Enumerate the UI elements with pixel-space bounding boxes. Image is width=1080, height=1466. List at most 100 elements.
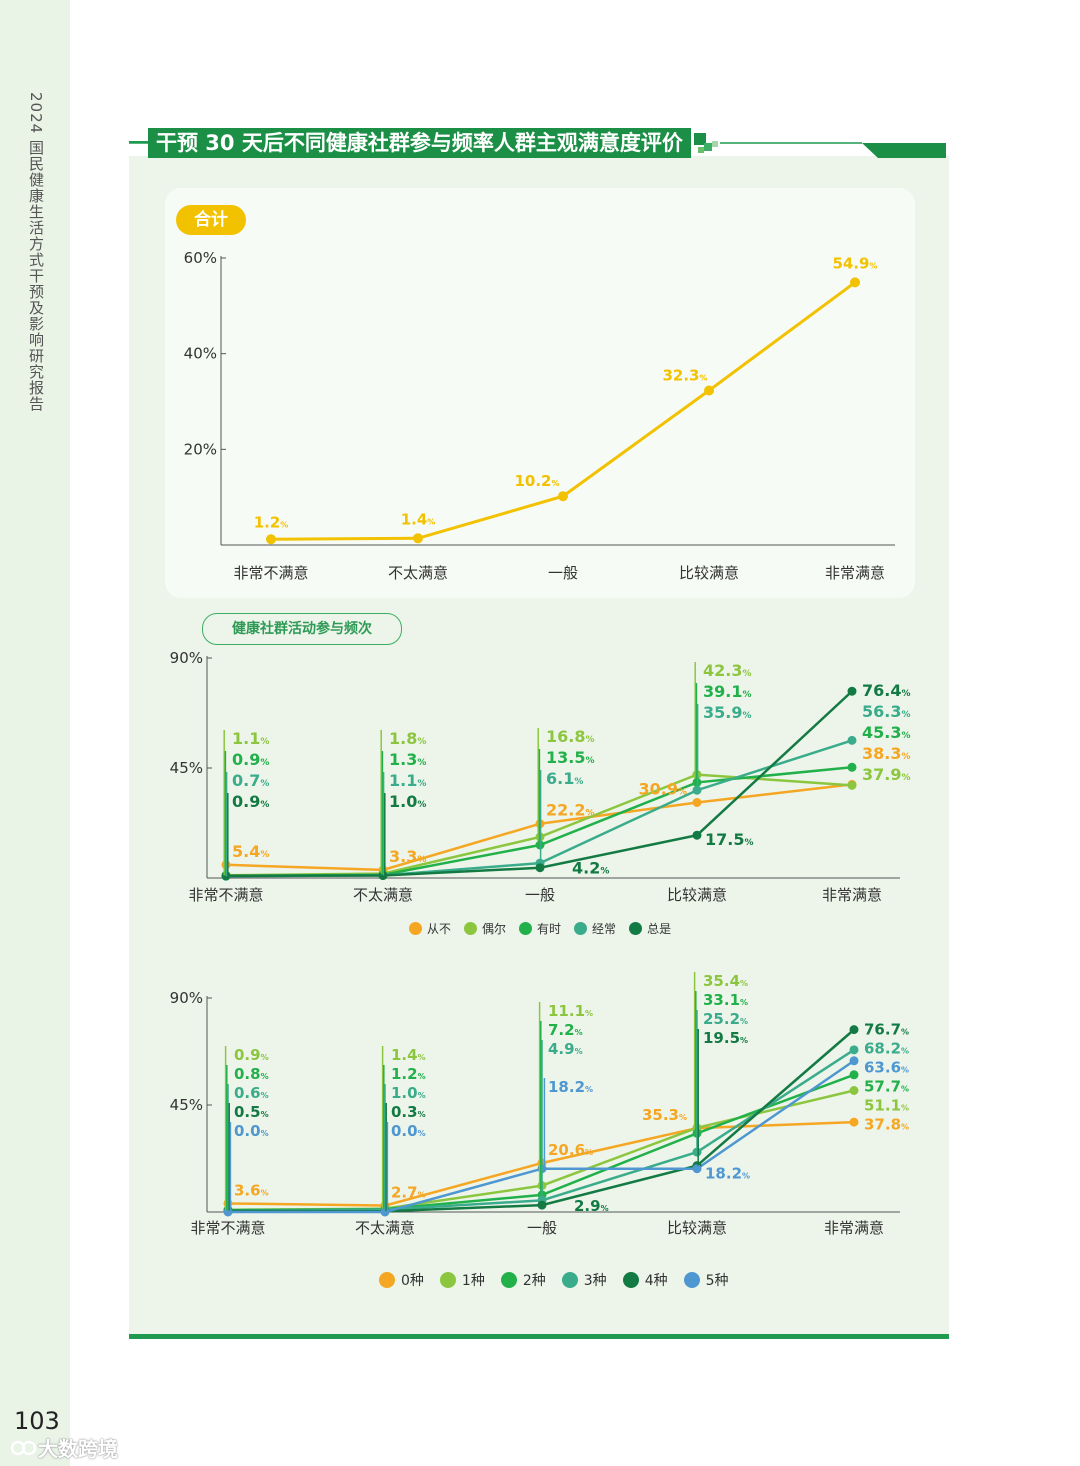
- chart-frequency-data-point: [847, 762, 857, 772]
- chart-types-y-tick-label: 45%: [170, 1096, 203, 1114]
- chart-types-data-label: 1.4%: [391, 1046, 426, 1064]
- total-chart-card: [165, 188, 915, 598]
- chart-frequency-x-tick-label: 比较满意: [667, 886, 727, 904]
- chart-frequency-y-tick-label: 45%: [170, 759, 203, 777]
- chart-types-data-label: 2.7%: [391, 1184, 426, 1202]
- legend-label: 2种: [522, 1273, 546, 1289]
- chart-types-data-label: 4.9%: [548, 1040, 583, 1058]
- chart-frequency-data-point: [692, 830, 702, 840]
- chart-types-data-point: [692, 1164, 702, 1174]
- chart-types-data-point: [849, 1045, 859, 1055]
- chart-total-x-tick-label: 一般: [548, 564, 578, 582]
- chart-frequency-data-label: 45.3%: [862, 723, 911, 742]
- chart-types-data-label: 3.6%: [234, 1181, 269, 1199]
- legend-label: 1种: [461, 1273, 485, 1289]
- report-side-title: 2024 国民健康生活方式干预及影响研究报告: [27, 92, 45, 412]
- chart-frequency-x-tick-label: 非常满意: [822, 886, 882, 904]
- chart-types-data-label: 35.3%: [642, 1106, 687, 1124]
- chart-frequency-data-label: 6.1%: [546, 769, 583, 788]
- chart-types-data-label: 0.0%: [391, 1122, 426, 1140]
- chart-total-data-label: 32.3%: [662, 366, 707, 384]
- chart-types-data-label: 18.2%: [548, 1078, 593, 1096]
- chart-frequency-data-label: 76.4%: [862, 681, 911, 700]
- chart-total-data-label: 1.4%: [401, 510, 436, 528]
- chart-types-data-label: 0.3%: [391, 1103, 426, 1121]
- legend-item: 4种: [622, 1270, 668, 1290]
- chart-frequency-data-point: [847, 686, 857, 696]
- chart-types-data-label: 57.7%: [864, 1078, 909, 1096]
- chart-total-x-tick-label: 比较满意: [679, 564, 739, 582]
- legend-item: 经常: [574, 920, 616, 937]
- chart-frequency-data-label: 5.4%: [232, 842, 269, 861]
- legend-item: 5种: [683, 1270, 729, 1290]
- watermark-logo-icon: [10, 1440, 37, 1456]
- legend-label: 0种: [401, 1273, 424, 1289]
- chart-frequency-data-label: 1.1%: [389, 771, 426, 790]
- chart-types-data-label: 2.9%: [574, 1197, 609, 1215]
- chart-types-data-point: [849, 1070, 859, 1080]
- legend-label: 偶尔: [482, 922, 507, 936]
- chart-total-data-point: [704, 385, 714, 396]
- chart-frequency-data-label: 39.1%: [703, 682, 752, 701]
- chart-types-data-label: 68.2%: [864, 1040, 909, 1058]
- chart-frequency-x-tick-label: 不太满意: [353, 886, 413, 904]
- chart-frequency-x-tick-label: 一般: [525, 886, 555, 904]
- chart-frequency-data-label: 42.3%: [703, 661, 752, 680]
- legend-item: 2种: [500, 1270, 546, 1290]
- chart-frequency-data-label: 56.3%: [862, 702, 911, 721]
- chart-frequency-data-label: 1.3%: [389, 750, 426, 769]
- chart-frequency-data-label: 4.2%: [572, 859, 609, 878]
- legend-item: 3种: [561, 1270, 607, 1290]
- legend-swatch-icon: [683, 1272, 700, 1288]
- legend-item: 有时: [519, 920, 561, 937]
- legend-item: 1种: [439, 1270, 485, 1290]
- chart-frequency-data-point: [535, 863, 545, 873]
- legend-swatch-icon: [379, 1272, 395, 1288]
- legend-swatch-icon: [519, 922, 533, 935]
- chart-types-data-label: 0.6%: [234, 1084, 269, 1102]
- chart-types-data-label: 0.5%: [234, 1103, 269, 1121]
- chart-frequency-x-tick-label: 非常不满意: [188, 886, 263, 904]
- title-decoration-line: [129, 141, 149, 143]
- chart-types-data-point: [537, 1200, 547, 1210]
- legend-swatch-icon: [500, 1272, 517, 1288]
- legend-swatch-icon: [629, 922, 643, 935]
- legend-item: 从不: [409, 920, 451, 937]
- chart-types-data-label: 0.8%: [234, 1065, 269, 1083]
- chart-types-data-label: 1.0%: [391, 1084, 426, 1102]
- chart-frequency-data-point: [847, 780, 857, 790]
- chart-frequency-data-label: 38.3%: [862, 744, 911, 763]
- watermark: 大数跨境: [10, 1433, 118, 1462]
- chart-total-y-tick-label: 40%: [184, 345, 217, 363]
- chart-types-data-point: [849, 1056, 859, 1066]
- chart-frequency-data-label: 0.7%: [232, 771, 269, 790]
- chart-frequency-data-label: 22.2%: [546, 801, 595, 820]
- chart-total-data-label: 10.2%: [514, 472, 559, 490]
- chart-types-data-label: 18.2%: [705, 1165, 750, 1183]
- chart-types-data-label: 0.9%: [234, 1046, 269, 1064]
- legend-item: 偶尔: [464, 920, 506, 937]
- title-squares-icon: [694, 133, 718, 153]
- chart-frequency-data-label: 17.5%: [705, 830, 754, 849]
- chart-types-data-label: 51.1%: [864, 1097, 909, 1115]
- chart-types-data-label: 76.7%: [864, 1021, 909, 1039]
- chart-total-data-point: [266, 534, 276, 545]
- chart-types-data-label: 7.2%: [548, 1021, 583, 1039]
- chart-total-x-tick-label: 非常满意: [825, 564, 885, 582]
- chart-types-data-label: 19.5%: [703, 1029, 748, 1047]
- legend-item: 0种: [379, 1270, 424, 1290]
- types-legend: 0种 1种 2种 3种 4种 5种: [379, 1270, 745, 1290]
- legend-swatch-icon: [409, 922, 422, 935]
- legend-label: 经常: [592, 922, 617, 936]
- legend-item: 总是: [629, 920, 671, 937]
- chart-total-data-point: [558, 491, 568, 502]
- legend-label: 总是: [647, 922, 672, 936]
- chart-total-y-tick-label: 60%: [184, 249, 217, 267]
- chart-frequency-data-label: 16.8%: [546, 727, 595, 746]
- legend-swatch-icon: [622, 1272, 639, 1288]
- chart-frequency-data-point: [692, 797, 702, 807]
- legend-swatch-icon: [574, 922, 588, 935]
- chart-total-data-point: [413, 533, 423, 544]
- legend-swatch-icon: [561, 1272, 578, 1288]
